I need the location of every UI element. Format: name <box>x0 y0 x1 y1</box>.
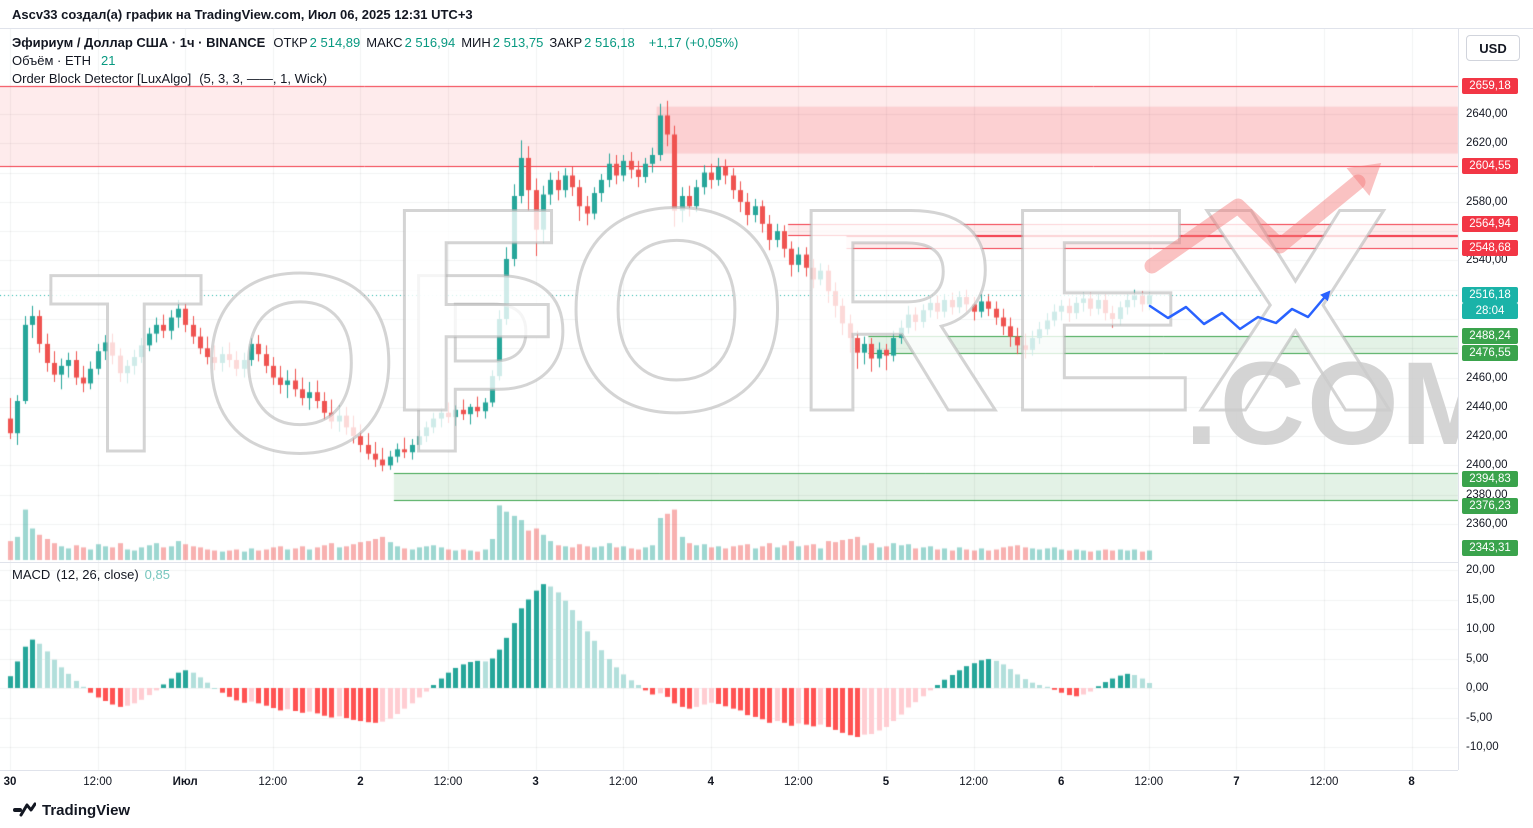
order-block-price-label: 2564,94 <box>1462 215 1518 232</box>
macd-tick-label: 0,00 <box>1466 682 1489 694</box>
price-tick-label: 2580,00 <box>1466 195 1508 208</box>
price-tick-label: 2620,00 <box>1466 137 1508 150</box>
time-axis-label: Июл <box>172 776 198 788</box>
symbol-title[interactable]: Эфириум / Доллар США · 1ч · BINANCE <box>12 34 266 50</box>
time-axis-label: 12:00 <box>1309 776 1339 788</box>
order-block-price-label: 2488,24 <box>1462 328 1518 345</box>
time-axis-label: 12:00 <box>784 776 813 788</box>
volume-label: Объём · ETH <box>12 52 91 68</box>
macd-value: 0,85 <box>144 567 170 582</box>
countdown-label: 28:04 <box>1462 303 1518 320</box>
time-axis-label: 8 <box>1408 776 1415 788</box>
ohlc-values: ОТКР 2 514,89 МАКС 2 516,94 МИН 2 513,75 ЗАКР 2… <box>273 35 640 50</box>
time-axis-label: 2 <box>357 776 364 788</box>
indicator-label: Order Block Detector [LuxAlgo] <box>12 70 192 86</box>
macd-tick-label: 5,00 <box>1466 652 1489 665</box>
order-block-price-label: 2376,23 <box>1462 498 1518 515</box>
order-block-price-label: 2476,55 <box>1462 345 1518 362</box>
ohlc-pair: ОТКР 2 514,89 <box>273 34 361 50</box>
macd-tick-label: 20,00 <box>1466 564 1495 576</box>
time-axis-label: 7 <box>1233 776 1240 788</box>
price-tick-label: 2380,00 <box>1466 488 1508 501</box>
price-tick-label: 2640,00 <box>1466 108 1508 120</box>
macd-params: (12, 26, close) <box>56 567 139 582</box>
macd-legend-row[interactable]: MACD (12, 26, close) 0,85 <box>12 567 170 582</box>
macd-tick-label: 15,00 <box>1466 593 1495 606</box>
order-block-price-label: 2394,83 <box>1462 471 1518 487</box>
order-block-price-label: 2659,18 <box>1462 77 1518 94</box>
attribution-bar: Ascv33 создал(а) график на TradingView.c… <box>0 0 1533 29</box>
macd-label: MACD <box>12 567 51 582</box>
order-block-price-label: 2604,55 <box>1462 157 1518 174</box>
last-price-label: 2516,18 <box>1462 287 1518 304</box>
time-axis[interactable]: 30 12:00 Июл 12:00 2 12:00 3 12:00 4 12:00 5 12:00 6… <box>0 770 1458 793</box>
pane-divider[interactable] <box>0 562 1533 563</box>
price-tick-label: 2420,00 <box>1466 430 1508 443</box>
time-axis-label: 6 <box>1057 776 1065 788</box>
price-tick-label: 2460,00 <box>1466 371 1508 384</box>
time-axis-label: 12:00 <box>608 776 638 788</box>
macd-tick-label: 10,00 <box>1466 623 1495 635</box>
price-change: +1,17 (+0,05%) <box>648 34 739 50</box>
chart-legend: Эфириум / Доллар США · 1ч · BINANCE ОТКР… <box>12 33 738 87</box>
time-axis-label: 12:00 <box>83 776 112 788</box>
time-axis-label: 12:00 <box>258 776 288 788</box>
price-tick-label: 2440,00 <box>1466 400 1508 413</box>
time-axis-label: 3 <box>532 776 539 788</box>
time-axis-label: 12:00 <box>433 776 463 788</box>
time-axis-label: 4 <box>707 776 714 788</box>
tradingview-logo-text[interactable]: TradingView <box>42 801 131 819</box>
order-block-price-label: 2548,68 <box>1462 239 1518 256</box>
symbol-legend-row: Эфириум / Доллар США · 1ч · BINANCE ОТКР… <box>12 33 738 51</box>
volume-legend-row[interactable]: Объём · ETH 21 <box>12 51 738 69</box>
tradingview-logo-icon[interactable] <box>12 802 36 818</box>
bottom-bar: TradingView <box>0 792 1533 828</box>
time-axis-label: 12:00 <box>1134 776 1164 788</box>
price-tick-label: 2360,00 <box>1466 518 1508 530</box>
currency-toggle-button[interactable]: USD <box>1466 35 1520 61</box>
price-tick-label: 2400,00 <box>1466 459 1508 472</box>
macd-tick-label: -10,00 <box>1466 741 1499 753</box>
indicator-legend-row[interactable]: Order Block Detector [LuxAlgo] (5, 3, 3,… <box>12 69 738 87</box>
time-axis-label: 12:00 <box>959 776 988 788</box>
order-block-price-label: 2343,31 <box>1462 540 1518 557</box>
volume-value: 21 <box>100 52 116 68</box>
time-axis-label: 30 <box>3 776 17 788</box>
time-axis-label: 5 <box>882 776 890 788</box>
indicator-params: (5, 3, 3, ——, 1, Wick) <box>199 70 328 86</box>
price-axis[interactable]: USD 2640,00 2620,00 2580,00 2540,00 2460,00 2… <box>1458 28 1533 770</box>
macd-tick-label: -5,00 <box>1466 711 1493 724</box>
ohlc-pair: ЗАКР 2 516,18 <box>549 34 635 50</box>
price-tick-label: 2540,00 <box>1466 254 1508 267</box>
ohlc-pair: МИН 2 513,75 <box>461 34 544 50</box>
attribution-text: Ascv33 создал(а) график на TradingView.c… <box>12 6 473 22</box>
ohlc-pair: МАКС 2 516,94 <box>366 34 456 50</box>
